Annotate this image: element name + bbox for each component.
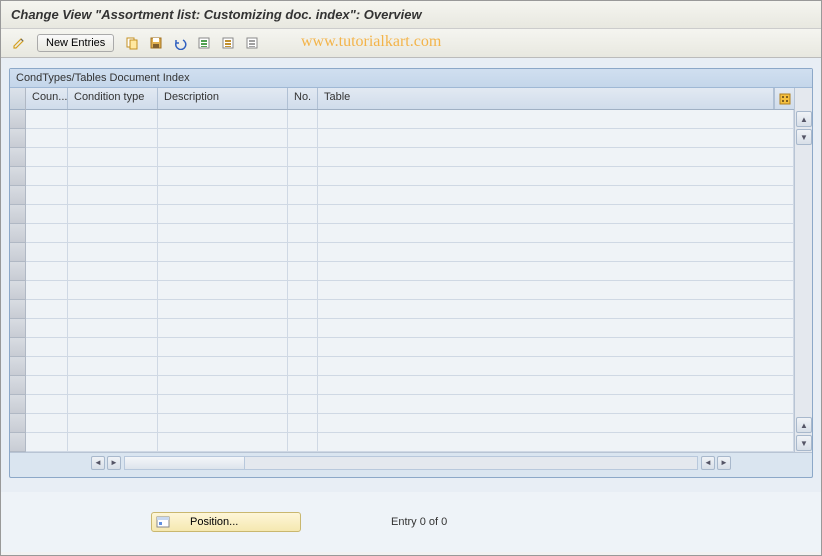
table-row[interactable] (26, 205, 794, 224)
table-row[interactable] (26, 300, 794, 319)
scroll-down-icon[interactable]: ▼ (796, 435, 812, 451)
save-icon[interactable] (146, 33, 166, 53)
row-selector[interactable] (10, 395, 25, 414)
page-title: Change View "Assortment list: Customizin… (1, 1, 821, 29)
table-settings-icon[interactable] (774, 88, 794, 109)
bottom-bar: Position... Entry 0 of 0 (1, 492, 821, 552)
table-row[interactable] (26, 433, 794, 452)
content-area: CondTypes/Tables Document Index Coun... … (1, 58, 821, 492)
scroll-up-icon[interactable]: ▼ (796, 129, 812, 145)
grid-main: Coun... Condition type Description No. T… (26, 88, 794, 452)
column-header-counter[interactable]: Coun... (26, 88, 68, 109)
row-selector[interactable] (10, 281, 25, 300)
hscroll-thumb[interactable] (125, 457, 245, 469)
panel-title: CondTypes/Tables Document Index (10, 69, 812, 88)
row-selector-header[interactable] (10, 88, 25, 110)
table-row[interactable] (26, 281, 794, 300)
select-all-icon[interactable] (194, 33, 214, 53)
scroll-right-end-icon[interactable]: ► (717, 456, 731, 470)
table-row[interactable] (26, 414, 794, 433)
table-row[interactable] (26, 110, 794, 129)
table-header: Coun... Condition type Description No. T… (26, 88, 794, 110)
scroll-left-icon[interactable]: ◄ (91, 456, 105, 470)
row-selector[interactable] (10, 110, 25, 129)
copy-icon[interactable] (122, 33, 142, 53)
hscroll-track[interactable] (124, 456, 698, 470)
position-button-label: Position... (190, 516, 238, 528)
row-selector[interactable] (10, 319, 25, 338)
table-row[interactable] (26, 243, 794, 262)
row-selector[interactable] (10, 300, 25, 319)
column-header-description[interactable]: Description (158, 88, 288, 109)
row-selector[interactable] (10, 262, 25, 281)
column-header-condition-type[interactable]: Condition type (68, 88, 158, 109)
row-selector[interactable] (10, 186, 25, 205)
table-row[interactable] (26, 129, 794, 148)
position-icon (156, 515, 170, 529)
position-button[interactable]: Position... (151, 512, 301, 532)
row-selector[interactable] (10, 224, 25, 243)
row-selector[interactable] (10, 243, 25, 262)
row-selector[interactable] (10, 414, 25, 433)
row-selector[interactable] (10, 433, 25, 452)
table-panel: CondTypes/Tables Document Index Coun... … (9, 68, 813, 478)
horizontal-scrollbar: ◄ ► ◄ ► (10, 452, 812, 472)
row-selector[interactable] (10, 129, 25, 148)
change-icon[interactable] (9, 33, 29, 53)
table-row[interactable] (26, 148, 794, 167)
table-row[interactable] (26, 167, 794, 186)
deselect-all-icon[interactable] (242, 33, 262, 53)
row-selectors (10, 88, 26, 452)
select-block-icon[interactable] (218, 33, 238, 53)
column-header-no[interactable]: No. (288, 88, 318, 109)
table-row[interactable] (26, 186, 794, 205)
row-selector[interactable] (10, 357, 25, 376)
table-row[interactable] (26, 376, 794, 395)
row-selector[interactable] (10, 167, 25, 186)
entry-status: Entry 0 of 0 (391, 516, 447, 528)
table-body (26, 110, 794, 452)
table-row[interactable] (26, 224, 794, 243)
scroll-left-end-icon[interactable]: ◄ (701, 456, 715, 470)
table-row[interactable] (26, 262, 794, 281)
row-selector[interactable] (10, 205, 25, 224)
undo-icon[interactable] (170, 33, 190, 53)
table-row[interactable] (26, 395, 794, 414)
new-entries-button[interactable]: New Entries (37, 34, 114, 52)
scroll-up-icon[interactable]: ▲ (796, 111, 812, 127)
scroll-right-icon[interactable]: ► (107, 456, 121, 470)
grid-container: Coun... Condition type Description No. T… (10, 88, 812, 452)
row-selector[interactable] (10, 376, 25, 395)
toolbar: New Entries www.tutorialkart.com (1, 29, 821, 58)
table-row[interactable] (26, 357, 794, 376)
table-row[interactable] (26, 338, 794, 357)
table-row[interactable] (26, 319, 794, 338)
watermark-text: www.tutorialkart.com (301, 33, 441, 51)
row-selector[interactable] (10, 338, 25, 357)
scroll-down-icon[interactable]: ▲ (796, 417, 812, 433)
row-selector[interactable] (10, 148, 25, 167)
column-header-table[interactable]: Table (318, 88, 774, 109)
vertical-scrollbar[interactable]: ▲ ▼ ▲ ▼ (794, 88, 812, 452)
